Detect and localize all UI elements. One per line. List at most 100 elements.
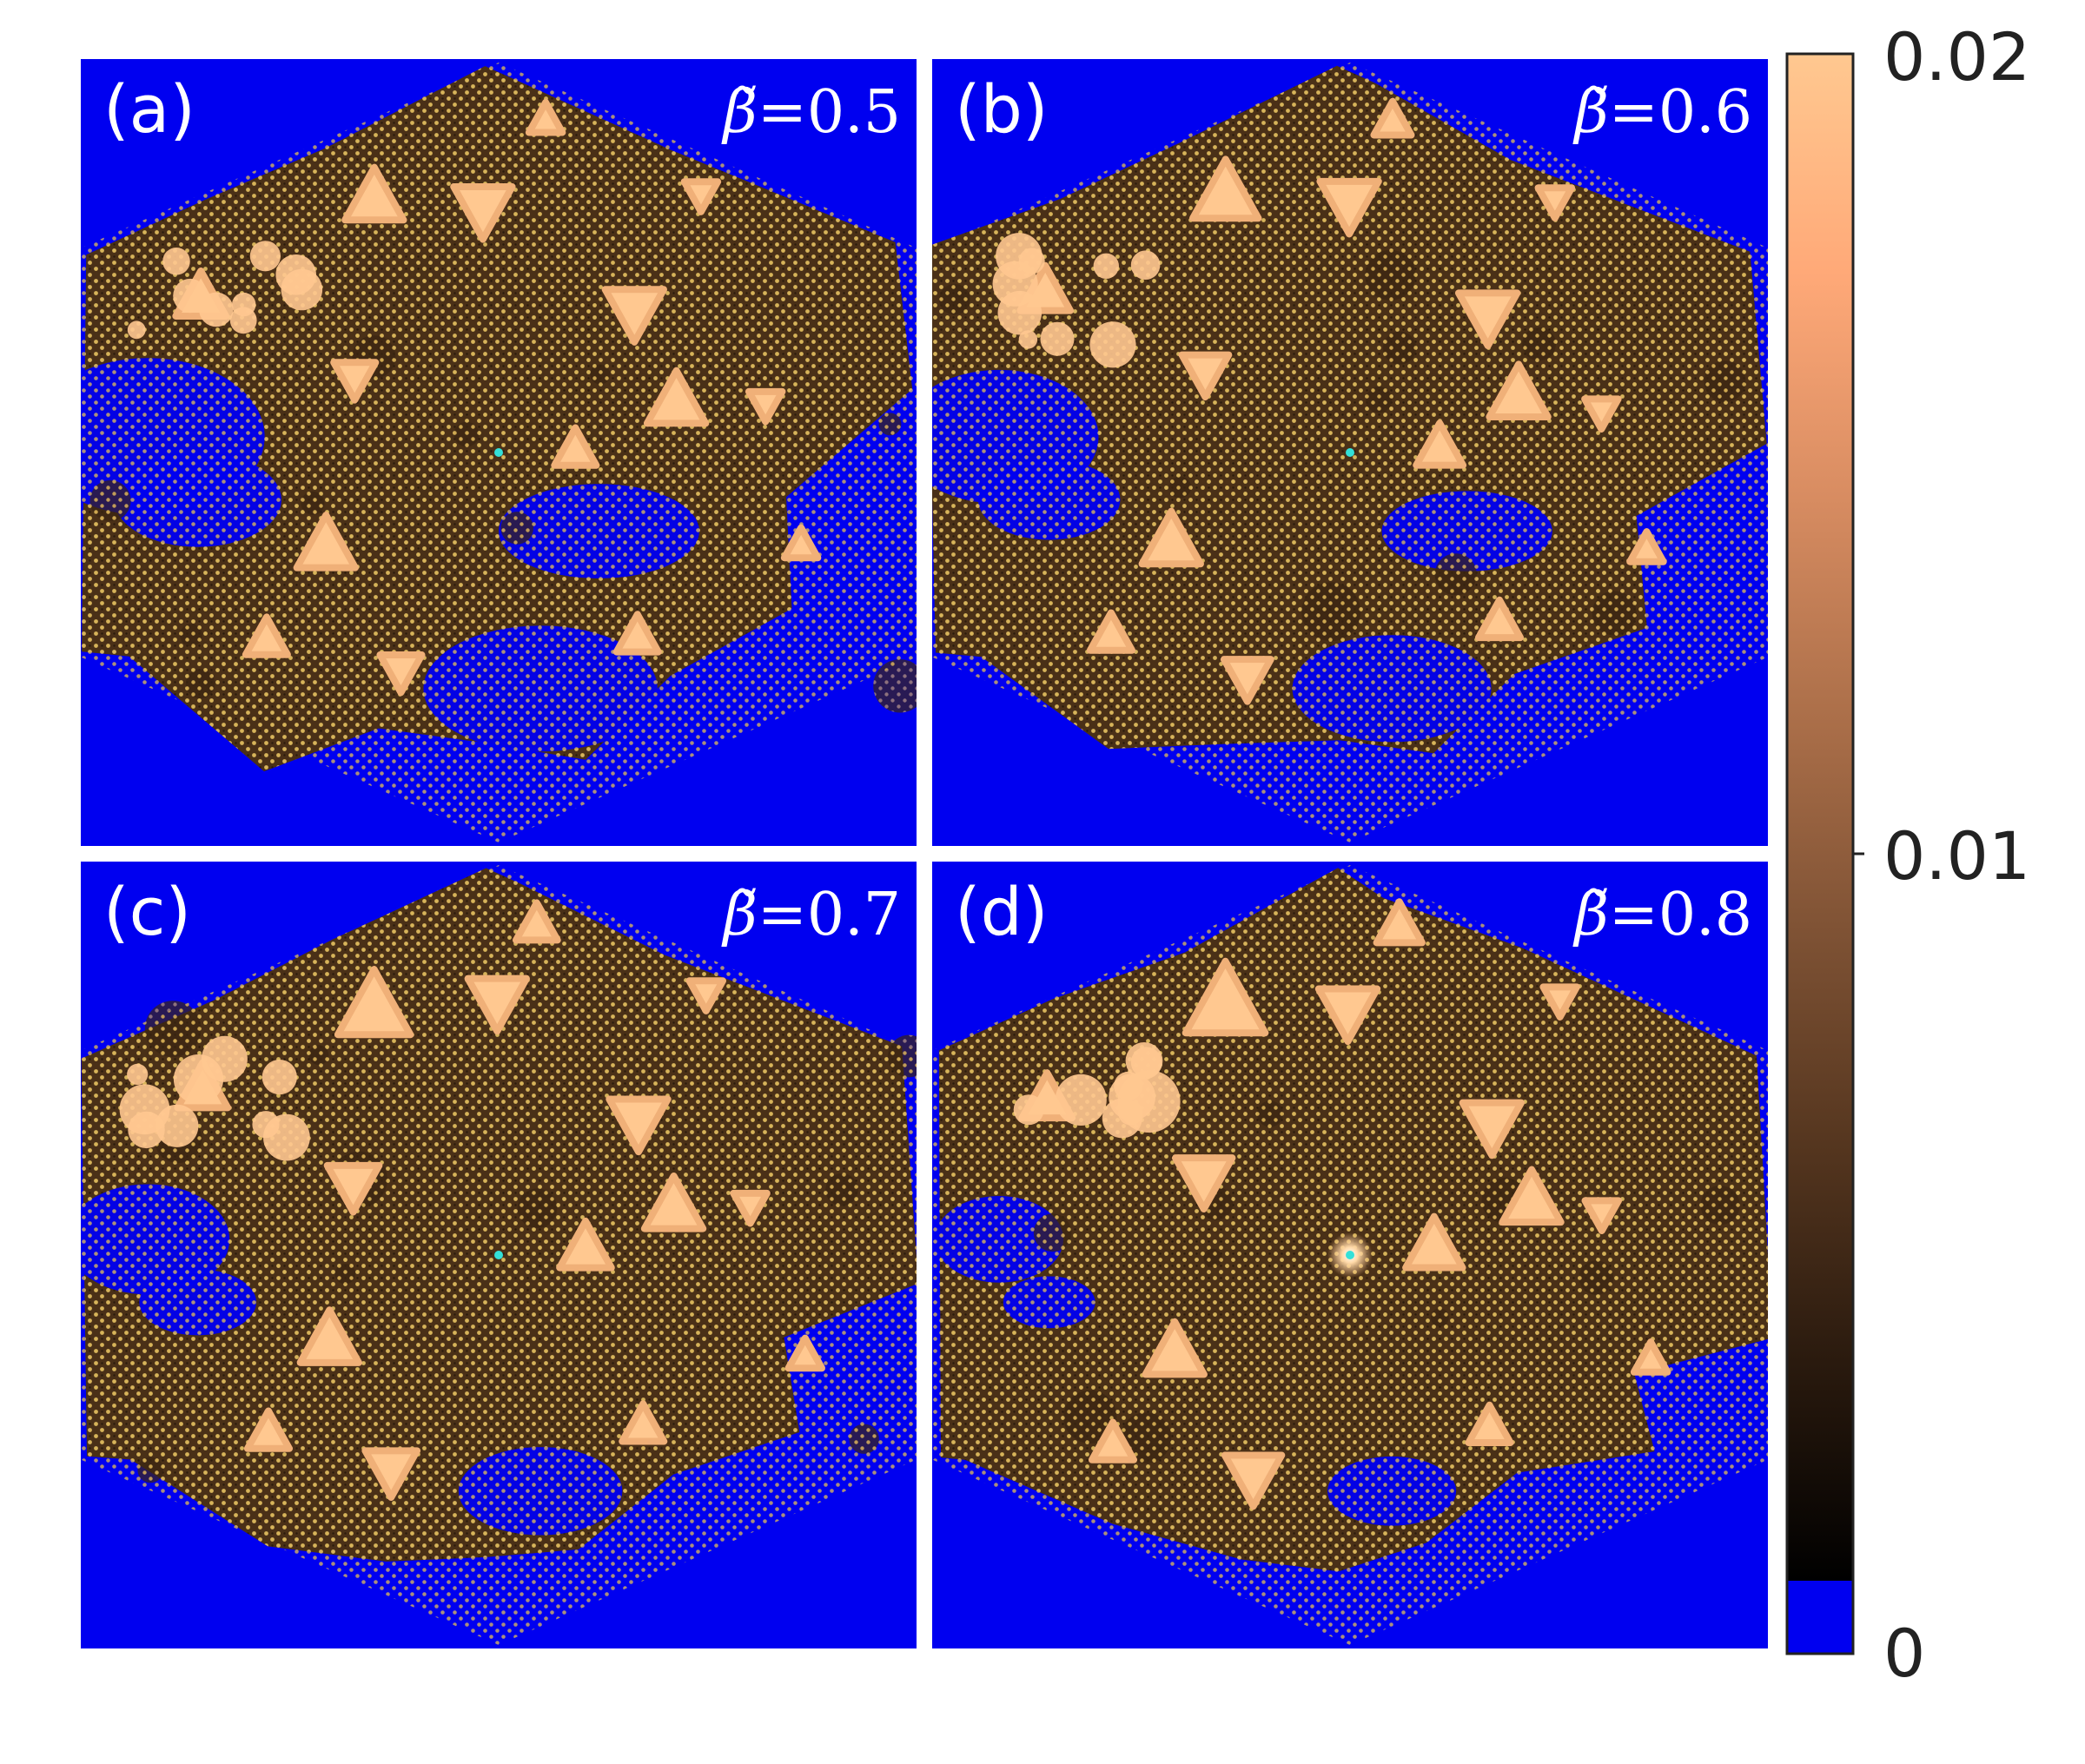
dark-blob	[1033, 1213, 1072, 1252]
hot-triangle	[551, 424, 600, 469]
beta-equals: =	[1609, 78, 1658, 147]
dark-blob	[1434, 553, 1477, 596]
dark-blob	[1203, 1248, 1222, 1268]
hot-patch	[173, 278, 208, 314]
panel-d: (d) β̃=0.8	[932, 862, 1768, 1648]
hot-patch	[201, 1035, 248, 1082]
hot-triangle	[1142, 1318, 1208, 1378]
dark-blob	[180, 624, 202, 647]
lattice-hole	[458, 1447, 623, 1536]
colorbar-gradient	[1787, 54, 1853, 1581]
hot-triangle	[293, 512, 359, 571]
center-site-cyan	[1346, 448, 1354, 457]
panel-label: (c)	[103, 873, 191, 950]
hot-triangle	[780, 524, 822, 562]
hot-patch	[997, 290, 1042, 335]
beta-label: β̃=0.5	[721, 78, 901, 147]
hot-triangle	[1630, 1338, 1671, 1376]
hot-triangle	[612, 611, 662, 656]
hot-triangle	[1189, 155, 1262, 222]
beta-symbol: β̃	[1572, 78, 1609, 147]
hot-patch	[275, 254, 316, 295]
colorbar-underflow	[1787, 1581, 1853, 1654]
hot-patch	[1093, 253, 1119, 279]
hot-triangle	[680, 178, 722, 215]
hot-triangle	[1402, 1212, 1466, 1272]
dark-blob	[1383, 331, 1417, 365]
center-site-cyan	[1346, 1251, 1354, 1259]
dark-blob	[1704, 360, 1746, 402]
dark-blob	[590, 364, 611, 385]
beta-value: 0.7	[807, 881, 901, 949]
hot-triangle	[1459, 1099, 1525, 1159]
beta-symbol: β̃	[1572, 881, 1609, 949]
hot-triangle	[643, 367, 710, 427]
colorbar-tick-label-max: 0.02	[1883, 18, 2030, 96]
hot-triangle	[1454, 289, 1521, 349]
dark-blob	[939, 283, 970, 315]
dark-blob	[89, 480, 131, 521]
hot-triangle	[1539, 983, 1580, 1021]
panel-label: (b)	[955, 70, 1049, 148]
hot-patch	[1055, 1074, 1107, 1126]
hot-triangle	[1581, 395, 1622, 433]
beta-equals: =	[1609, 881, 1658, 949]
dark-blob	[1301, 582, 1361, 642]
hot-triangle	[1221, 1451, 1286, 1510]
center-site-cyan	[494, 1251, 503, 1259]
dark-blob	[1366, 386, 1393, 413]
dark-blob	[185, 669, 215, 698]
hot-triangle	[619, 1400, 668, 1445]
hot-patch	[127, 1063, 149, 1085]
hot-triangle	[1220, 656, 1274, 705]
dark-blob	[1120, 1412, 1172, 1463]
hot-triangle	[450, 182, 516, 243]
beta-label: β̃=0.7	[721, 881, 901, 949]
hot-patch	[127, 320, 146, 340]
dark-blob	[144, 1001, 202, 1057]
hot-patch	[261, 1060, 297, 1095]
lattice-hole	[977, 459, 1121, 540]
panel-b: (b) β̃=0.6	[932, 59, 1768, 846]
dark-blob	[308, 1045, 329, 1066]
dark-blob	[1522, 327, 1556, 361]
beta-equals: =	[758, 881, 807, 949]
hot-triangle	[464, 974, 530, 1035]
beta-label: β̃=0.6	[1572, 78, 1752, 147]
hot-triangle	[1182, 957, 1269, 1037]
hot-triangle	[1486, 360, 1552, 420]
beta-value: 0.5	[807, 78, 901, 147]
dark-blob	[500, 512, 533, 545]
hot-patch	[1130, 250, 1161, 280]
beta-symbol: β̃	[721, 78, 758, 147]
lattice-hole	[81, 1184, 230, 1295]
dark-blob	[137, 1457, 163, 1483]
hot-triangle	[1171, 1154, 1236, 1213]
hot-triangle	[323, 1161, 383, 1216]
dark-blob	[1579, 1260, 1614, 1295]
colorbar-tick-label-min: 0	[1883, 1615, 1925, 1692]
hot-triangle	[1178, 351, 1233, 401]
hot-patch	[252, 1111, 280, 1139]
beta-value: 0.6	[1658, 78, 1752, 147]
beta-value: 0.8	[1658, 881, 1752, 949]
hot-patch	[1018, 248, 1045, 274]
hot-patch	[1018, 330, 1038, 349]
hot-triangle	[685, 977, 726, 1014]
panel-grid: (a) β̃=0.5 (b) β̃=0.6(c) β̃=0.7 (d) β̃=0.8	[81, 59, 1768, 1648]
hot-patch	[1040, 321, 1075, 356]
colorbar-tick-label-mid: 0.01	[1883, 817, 2030, 895]
hot-triangle	[745, 387, 786, 426]
lattice-hole	[1003, 1276, 1095, 1329]
hot-triangle	[1370, 97, 1415, 139]
hot-patch	[249, 241, 281, 272]
hot-triangle	[1626, 528, 1667, 565]
hot-patch	[1089, 321, 1136, 368]
hot-triangle	[784, 1334, 826, 1372]
hot-patch	[1109, 1074, 1155, 1121]
hot-triangle	[361, 1447, 421, 1501]
dark-blob	[1063, 1390, 1117, 1444]
hot-triangle	[243, 1407, 294, 1452]
dark-blob	[849, 1424, 879, 1454]
